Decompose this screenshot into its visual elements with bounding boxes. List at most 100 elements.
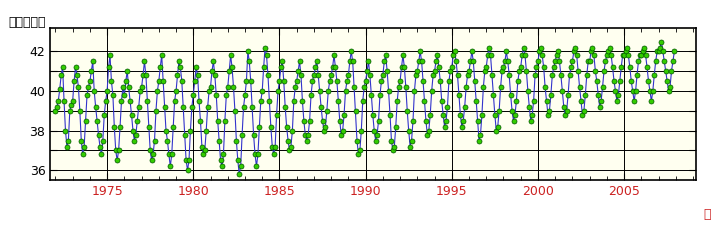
Point xyxy=(202,105,213,109)
Point xyxy=(643,79,654,83)
Point xyxy=(259,46,271,49)
Point xyxy=(222,85,233,89)
Point xyxy=(320,125,331,129)
Point xyxy=(486,73,498,77)
Point xyxy=(294,60,305,63)
Point xyxy=(601,54,612,57)
Point xyxy=(160,129,172,133)
Point xyxy=(107,93,118,97)
Point xyxy=(322,89,334,93)
Point xyxy=(523,105,535,109)
Point xyxy=(614,79,625,83)
Point xyxy=(641,65,653,69)
Point xyxy=(533,50,545,53)
Point xyxy=(136,85,147,89)
Point xyxy=(243,60,255,63)
Point xyxy=(311,60,322,63)
Point xyxy=(383,89,394,93)
Point xyxy=(645,99,657,103)
Point xyxy=(120,79,131,83)
Point xyxy=(345,50,357,53)
Point xyxy=(393,85,404,89)
Point xyxy=(453,93,465,97)
Point xyxy=(308,73,320,77)
Point xyxy=(130,133,141,137)
Point xyxy=(621,46,633,49)
Point xyxy=(460,85,472,89)
Point xyxy=(238,105,249,109)
Point xyxy=(416,60,427,63)
Point xyxy=(420,119,432,123)
Point xyxy=(519,54,531,57)
Point xyxy=(548,65,559,69)
Point xyxy=(522,89,533,93)
Point xyxy=(610,89,621,93)
Point xyxy=(147,153,159,156)
Point xyxy=(490,129,502,133)
Point xyxy=(411,70,423,73)
Point xyxy=(426,89,437,93)
Point xyxy=(334,119,345,123)
Point xyxy=(101,89,113,93)
Point xyxy=(73,85,84,89)
Point xyxy=(485,54,496,57)
Point xyxy=(261,54,272,57)
Point xyxy=(631,73,643,77)
Point xyxy=(664,85,676,89)
Point xyxy=(183,158,195,162)
Point xyxy=(205,85,216,89)
Point xyxy=(143,125,154,129)
Point xyxy=(470,99,482,103)
Point xyxy=(387,149,398,152)
Point xyxy=(607,65,618,69)
Point xyxy=(203,89,215,93)
Point xyxy=(133,105,144,109)
Point xyxy=(78,145,90,148)
Point xyxy=(301,139,312,143)
Point xyxy=(457,119,469,123)
Point xyxy=(403,129,414,133)
Point xyxy=(378,60,390,63)
Point xyxy=(242,50,253,53)
Point xyxy=(465,60,476,63)
Point xyxy=(164,164,176,168)
Point xyxy=(93,133,104,137)
Point xyxy=(225,54,236,57)
Point xyxy=(512,79,523,83)
Point xyxy=(110,149,121,152)
Point xyxy=(594,105,605,109)
Point xyxy=(521,70,532,73)
Point xyxy=(304,119,315,123)
Text: 年: 年 xyxy=(703,208,710,221)
Point xyxy=(315,105,327,109)
Point xyxy=(413,60,424,63)
Point xyxy=(432,54,443,57)
Point xyxy=(117,85,129,89)
Point xyxy=(602,50,614,53)
Point xyxy=(271,113,282,117)
Point xyxy=(50,109,61,113)
Point xyxy=(459,105,470,109)
Point xyxy=(252,153,264,156)
Point xyxy=(288,99,299,103)
Point xyxy=(220,93,232,97)
Point xyxy=(274,79,285,83)
Point xyxy=(529,73,541,77)
Point xyxy=(657,50,668,53)
Point xyxy=(661,79,673,83)
Point xyxy=(292,70,304,73)
Point xyxy=(396,65,407,69)
Point xyxy=(386,139,397,143)
Point xyxy=(592,93,604,97)
Point xyxy=(546,73,558,77)
Point xyxy=(499,60,510,63)
Point xyxy=(513,70,525,73)
Point xyxy=(256,89,268,93)
Point xyxy=(658,60,670,63)
Point xyxy=(169,99,180,103)
Point xyxy=(440,119,452,123)
Point xyxy=(666,70,677,73)
Point xyxy=(77,153,88,156)
Point xyxy=(466,50,477,53)
Point xyxy=(638,46,650,49)
